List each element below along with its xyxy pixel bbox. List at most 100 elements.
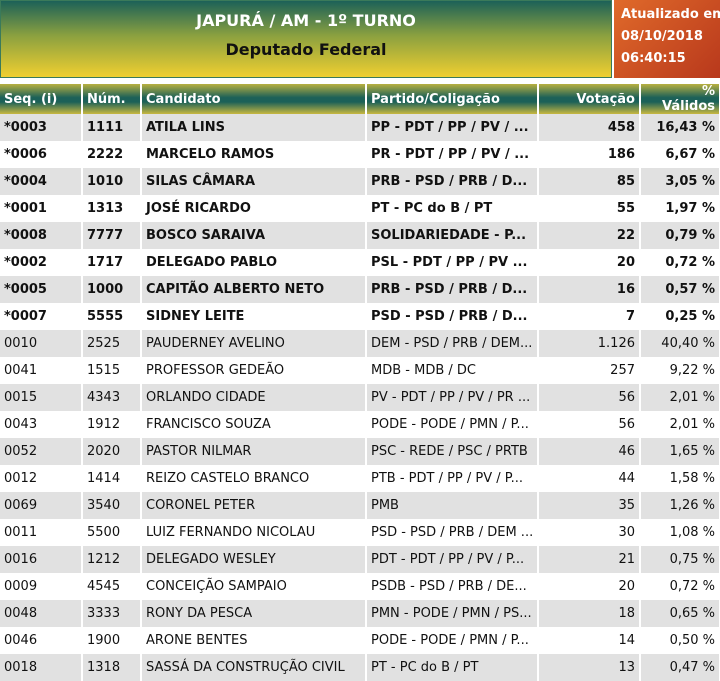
- cell-votes: 14: [538, 627, 641, 654]
- table-row: *0004 1010 SILAS CÂMARA PRB - PSD / PRB / D…: [0, 168, 720, 195]
- table-row: *0003 1111 ATILA LINS PP - PDT / PP / PV / …: [0, 114, 720, 141]
- updated-time: 06:40:15: [621, 51, 686, 66]
- table-row: *0005 1000 CAPITÃO ALBERTO NETO PRB - PSD /…: [0, 276, 720, 303]
- cell-votes: 186: [538, 141, 641, 168]
- cell-party: PMB: [366, 492, 539, 519]
- table-row: *0007 5555 SIDNEY LEITE PSD - PSD / PRB / D…: [0, 303, 720, 330]
- col-seq[interactable]: Seq. (i): [0, 84, 83, 114]
- cell-votes: 44: [538, 465, 641, 492]
- table-row: *0008 7777 BOSCO SARAIVA SOLIDARIEDADE - P.…: [0, 222, 720, 249]
- header: JAPURÁ / AM - 1º TURNO Deputado Federal …: [0, 0, 720, 82]
- table-row: 0009 4545 CONCEIÇÃO SAMPAIO PSDB - PSD / PR…: [0, 573, 720, 600]
- cell-candidate: PROFESSOR GEDEÃO: [141, 357, 367, 384]
- cell-seq: 0018: [0, 654, 83, 681]
- cell-valid-pct: 2,01 %: [640, 411, 720, 438]
- cell-candidate: SIDNEY LEITE: [141, 303, 367, 330]
- cell-votes: 458: [538, 114, 641, 141]
- office-subtitle: Deputado Federal: [225, 40, 387, 59]
- cell-seq: 0015: [0, 384, 83, 411]
- cell-valid-pct: 2,01 %: [640, 384, 720, 411]
- cell-valid-pct: 9,22 %: [640, 357, 720, 384]
- cell-valid-pct: 40,40 %: [640, 330, 720, 357]
- cell-candidate: CAPITÃO ALBERTO NETO: [141, 276, 367, 303]
- cell-valid-pct: 0,65 %: [640, 600, 720, 627]
- table-row: *0001 1313 JOSÉ RICARDO PT - PC do B / PT 55…: [0, 195, 720, 222]
- cell-seq: *0007: [0, 303, 83, 330]
- cell-candidate: ORLANDO CIDADE: [141, 384, 367, 411]
- cell-candidate: SASSÁ DA CONSTRUÇÃO CIVIL: [141, 654, 367, 681]
- cell-seq: *0006: [0, 141, 83, 168]
- cell-seq: 0048: [0, 600, 83, 627]
- cell-valid-pct: 16,43 %: [640, 114, 720, 141]
- cell-seq: *0004: [0, 168, 83, 195]
- cell-valid-pct: 0,50 %: [640, 627, 720, 654]
- cell-votes: 22: [538, 222, 641, 249]
- cell-party: PSD - PSD / PRB / DEM ...: [366, 519, 539, 546]
- table-row: 0011 5500 LUIZ FERNANDO NICOLAU PSD - PSD /…: [0, 519, 720, 546]
- cell-num: 1313: [82, 195, 142, 222]
- cell-candidate: JOSÉ RICARDO: [141, 195, 367, 222]
- table-row: 0069 3540 CORONEL PETER PMB 35 1,26 %: [0, 492, 720, 519]
- page-title: JAPURÁ / AM - 1º TURNO: [196, 11, 416, 30]
- cell-seq: 0052: [0, 438, 83, 465]
- cell-num: 3333: [82, 600, 142, 627]
- cell-num: 5500: [82, 519, 142, 546]
- cell-seq: 0010: [0, 330, 83, 357]
- cell-party: PR - PDT / PP / PV / ...: [366, 141, 539, 168]
- cell-num: 1900: [82, 627, 142, 654]
- cell-party: PSL - PDT / PP / PV ...: [366, 249, 539, 276]
- cell-candidate: DELEGADO PABLO: [141, 249, 367, 276]
- cell-seq: 0012: [0, 465, 83, 492]
- cell-party: PT - PC do B / PT: [366, 195, 539, 222]
- cell-party: PSD - PSD / PRB / D...: [366, 303, 539, 330]
- table-row: 0010 2525 PAUDERNEY AVELINO DEM - PSD / PRB…: [0, 330, 720, 357]
- update-box: Atualizado em 08/10/2018 06:40:15: [614, 0, 720, 78]
- cell-party: PP - PDT / PP / PV / ...: [366, 114, 539, 141]
- table-row: 0048 3333 RONY DA PESCA PMN - PODE / PMN / …: [0, 600, 720, 627]
- cell-valid-pct: 0,79 %: [640, 222, 720, 249]
- cell-candidate: PASTOR NILMAR: [141, 438, 367, 465]
- cell-num: 1912: [82, 411, 142, 438]
- table-row: 0041 1515 PROFESSOR GEDEÃO MDB - MDB / DC 25…: [0, 357, 720, 384]
- cell-valid-pct: 0,75 %: [640, 546, 720, 573]
- cell-party: DEM - PSD / PRB / DEM...: [366, 330, 539, 357]
- cell-votes: 18: [538, 600, 641, 627]
- table-row: 0015 4343 ORLANDO CIDADE PV - PDT / PP / PV…: [0, 384, 720, 411]
- cell-seq: *0001: [0, 195, 83, 222]
- cell-valid-pct: 3,05 %: [640, 168, 720, 195]
- table-row: 0012 1414 REIZO CASTELO BRANCO PTB - PDT / …: [0, 465, 720, 492]
- cell-num: 7777: [82, 222, 142, 249]
- cell-num: 2525: [82, 330, 142, 357]
- cell-votes: 56: [538, 411, 641, 438]
- cell-candidate: ARONE BENTES: [141, 627, 367, 654]
- cell-seq: 0016: [0, 546, 83, 573]
- cell-valid-pct: 1,26 %: [640, 492, 720, 519]
- cell-votes: 56: [538, 384, 641, 411]
- cell-seq: *0008: [0, 222, 83, 249]
- table-row: 0046 1900 ARONE BENTES PODE - PODE / PMN / …: [0, 627, 720, 654]
- cell-candidate: BOSCO SARAIVA: [141, 222, 367, 249]
- cell-votes: 46: [538, 438, 641, 465]
- cell-num: 2222: [82, 141, 142, 168]
- cell-party: PRB - PSD / PRB / D...: [366, 276, 539, 303]
- cell-num: 1717: [82, 249, 142, 276]
- cell-candidate: CONCEIÇÃO SAMPAIO: [141, 573, 367, 600]
- cell-num: 1414: [82, 465, 142, 492]
- cell-party: PODE - PODE / PMN / P...: [366, 627, 539, 654]
- table-row: 0018 1318 SASSÁ DA CONSTRUÇÃO CIVIL PT - PC…: [0, 654, 720, 681]
- cell-party: PMN - PODE / PMN / PS...: [366, 600, 539, 627]
- cell-party: PSC - REDE / PSC / PRTB: [366, 438, 539, 465]
- cell-seq: *0005: [0, 276, 83, 303]
- cell-valid-pct: 1,65 %: [640, 438, 720, 465]
- cell-valid-pct: 0,72 %: [640, 573, 720, 600]
- table-header: Seq. (i) Núm. Candidato Partido/Coligaçã…: [0, 84, 720, 114]
- cell-party: PRB - PSD / PRB / D...: [366, 168, 539, 195]
- table-row: *0006 2222 MARCELO RAMOS PR - PDT / PP / PV…: [0, 141, 720, 168]
- title-banner: JAPURÁ / AM - 1º TURNO Deputado Federal: [0, 0, 612, 78]
- table-row: *0002 1717 DELEGADO PABLO PSL - PDT / PP / …: [0, 249, 720, 276]
- cell-votes: 35: [538, 492, 641, 519]
- cell-votes: 1.126: [538, 330, 641, 357]
- cell-votes: 7: [538, 303, 641, 330]
- cell-num: 4545: [82, 573, 142, 600]
- cell-candidate: ATILA LINS: [141, 114, 367, 141]
